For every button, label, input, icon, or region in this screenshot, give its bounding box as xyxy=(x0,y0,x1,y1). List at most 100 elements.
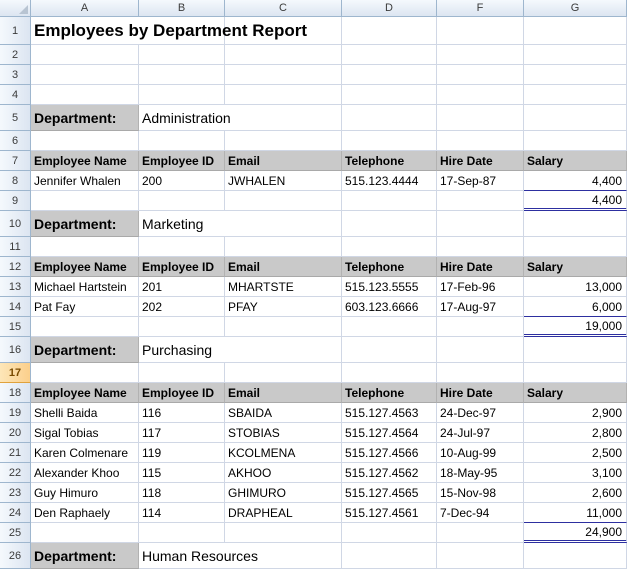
cell-G9[interactable]: 4,400 xyxy=(524,191,627,211)
cell-A10[interactable]: Department: xyxy=(31,211,139,237)
cell-A22[interactable]: Alexander Khoo xyxy=(31,463,139,483)
cell-B20[interactable]: 117 xyxy=(139,423,225,443)
cell-C24[interactable]: DRAPHEAL xyxy=(225,503,342,523)
column-header-D[interactable]: D xyxy=(342,0,437,17)
cell-F1[interactable] xyxy=(437,17,524,45)
cell-G26[interactable] xyxy=(524,543,627,569)
cell-G22[interactable]: 3,100 xyxy=(524,463,627,483)
cell-A17[interactable] xyxy=(31,363,139,383)
cell-C17[interactable] xyxy=(225,363,342,383)
row-header-1[interactable]: 1 xyxy=(0,17,31,45)
cell-G16[interactable] xyxy=(524,337,627,363)
cell-G2[interactable] xyxy=(524,45,627,65)
cell-D25[interactable] xyxy=(342,523,437,543)
cell-A1[interactable]: Employees by Department Report xyxy=(31,17,307,45)
cell-F3[interactable] xyxy=(437,65,524,85)
cell-F5[interactable] xyxy=(437,105,524,131)
cell-C3[interactable] xyxy=(225,65,342,85)
cell-F13[interactable]: 17-Feb-96 xyxy=(437,277,524,297)
cell-B4[interactable] xyxy=(139,85,225,105)
cell-G5[interactable] xyxy=(524,105,627,131)
cell-C14[interactable]: PFAY xyxy=(225,297,342,317)
cell-C26[interactable] xyxy=(225,543,342,569)
cell-B5[interactable]: Administration xyxy=(139,105,231,131)
cell-A12[interactable]: Employee Name xyxy=(31,257,139,277)
cell-G20[interactable]: 2,800 xyxy=(524,423,627,443)
cell-A3[interactable] xyxy=(31,65,139,85)
cell-F15[interactable] xyxy=(437,317,524,337)
row-header-2[interactable]: 2 xyxy=(0,45,31,65)
select-all-corner[interactable] xyxy=(0,0,31,17)
cell-D9[interactable] xyxy=(342,191,437,211)
cell-C23[interactable]: GHIMURO xyxy=(225,483,342,503)
row-header-5[interactable]: 5 xyxy=(0,105,31,131)
cell-A6[interactable] xyxy=(31,131,139,151)
row-header-7[interactable]: 7 xyxy=(0,151,31,171)
cell-F2[interactable] xyxy=(437,45,524,65)
cell-F22[interactable]: 18-May-95 xyxy=(437,463,524,483)
cell-G14[interactable]: 6,000 xyxy=(524,297,627,317)
cell-F8[interactable]: 17-Sep-87 xyxy=(437,171,524,191)
cell-D24[interactable]: 515.127.4561 xyxy=(342,503,437,523)
row-header-13[interactable]: 13 xyxy=(0,277,31,297)
cell-F7[interactable]: Hire Date xyxy=(437,151,524,171)
cell-F10[interactable] xyxy=(437,211,524,237)
row-header-24[interactable]: 24 xyxy=(0,503,31,523)
cell-D7[interactable]: Telephone xyxy=(342,151,437,171)
cell-B26[interactable]: Human Resources xyxy=(139,543,258,569)
cell-A7[interactable]: Employee Name xyxy=(31,151,139,171)
cell-C1[interactable] xyxy=(225,17,342,45)
cell-F25[interactable] xyxy=(437,523,524,543)
cell-B21[interactable]: 119 xyxy=(139,443,225,463)
cell-G7[interactable]: Salary xyxy=(524,151,627,171)
cell-C6[interactable] xyxy=(225,131,342,151)
cell-C21[interactable]: KCOLMENA xyxy=(225,443,342,463)
cell-B16[interactable]: Purchasing xyxy=(139,337,225,363)
cell-B7[interactable]: Employee ID xyxy=(139,151,225,171)
cell-G3[interactable] xyxy=(524,65,627,85)
column-header-F[interactable]: F xyxy=(437,0,524,17)
cell-G24[interactable]: 11,000 xyxy=(524,503,627,523)
column-header-A[interactable]: A xyxy=(31,0,139,17)
cell-G23[interactable]: 2,600 xyxy=(524,483,627,503)
cell-B18[interactable]: Employee ID xyxy=(139,383,225,403)
cell-B1[interactable] xyxy=(139,17,225,45)
cell-D16[interactable] xyxy=(342,337,437,363)
cell-D4[interactable] xyxy=(342,85,437,105)
cell-A24[interactable]: Den Raphaely xyxy=(31,503,139,523)
cell-G12[interactable]: Salary xyxy=(524,257,627,277)
row-header-20[interactable]: 20 xyxy=(0,423,31,443)
cell-D6[interactable] xyxy=(342,131,437,151)
cell-F12[interactable]: Hire Date xyxy=(437,257,524,277)
cell-G13[interactable]: 13,000 xyxy=(524,277,627,297)
cell-G21[interactable]: 2,500 xyxy=(524,443,627,463)
cell-C4[interactable] xyxy=(225,85,342,105)
cell-F20[interactable]: 24-Jul-97 xyxy=(437,423,524,443)
cell-A26[interactable]: Department: xyxy=(31,543,139,569)
row-header-26[interactable]: 26 xyxy=(0,543,31,569)
cell-B3[interactable] xyxy=(139,65,225,85)
row-header-16[interactable]: 16 xyxy=(0,337,31,363)
cell-D12[interactable]: Telephone xyxy=(342,257,437,277)
cell-G17[interactable] xyxy=(524,363,627,383)
cell-F11[interactable] xyxy=(437,237,524,257)
cell-C13[interactable]: MHARTSTE xyxy=(225,277,342,297)
column-header-G[interactable]: G xyxy=(524,0,627,17)
cell-B22[interactable]: 115 xyxy=(139,463,225,483)
cell-F19[interactable]: 24-Dec-97 xyxy=(437,403,524,423)
cell-B25[interactable] xyxy=(139,523,225,543)
cell-G11[interactable] xyxy=(524,237,627,257)
row-header-3[interactable]: 3 xyxy=(0,65,31,85)
cell-B23[interactable]: 118 xyxy=(139,483,225,503)
cell-G18[interactable]: Salary xyxy=(524,383,627,403)
cell-G15[interactable]: 19,000 xyxy=(524,317,627,337)
row-header-15[interactable]: 15 xyxy=(0,317,31,337)
cell-G4[interactable] xyxy=(524,85,627,105)
cell-D19[interactable]: 515.127.4563 xyxy=(342,403,437,423)
cell-A25[interactable] xyxy=(31,523,139,543)
row-header-4[interactable]: 4 xyxy=(0,85,31,105)
cell-F4[interactable] xyxy=(437,85,524,105)
cell-G19[interactable]: 2,900 xyxy=(524,403,627,423)
cell-F17[interactable] xyxy=(437,363,524,383)
cell-D15[interactable] xyxy=(342,317,437,337)
